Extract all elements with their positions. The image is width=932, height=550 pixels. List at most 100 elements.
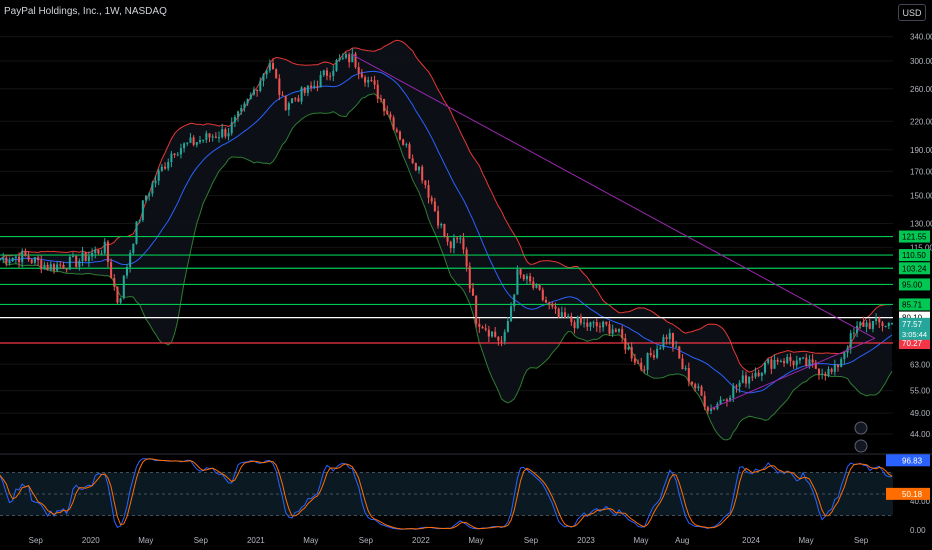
candle-body	[551, 303, 554, 307]
candle-body	[256, 89, 259, 92]
candle-body	[722, 399, 725, 401]
candle-body	[579, 316, 582, 324]
candle-body	[624, 338, 627, 350]
candle-body	[770, 359, 773, 369]
candle-body	[779, 360, 782, 362]
level-tag	[899, 230, 930, 243]
candle-body	[814, 362, 817, 369]
candle-body	[176, 154, 179, 156]
candle-body	[183, 143, 186, 149]
candle-body	[103, 241, 106, 254]
level-tag-label: 85.71	[902, 300, 923, 309]
candle-body	[0, 258, 2, 260]
candle-body	[471, 288, 475, 296]
candle-body	[875, 317, 878, 322]
candle-body	[576, 316, 579, 329]
candle-body	[395, 129, 398, 132]
candle-body	[14, 256, 17, 258]
candle-body	[332, 70, 335, 76]
candle-body	[475, 295, 478, 324]
candle-body	[259, 80, 262, 92]
candle-body	[344, 54, 348, 58]
candle-body	[478, 323, 481, 327]
candle-body	[427, 184, 430, 198]
candle-body	[789, 356, 792, 361]
candle-body	[405, 144, 408, 146]
candle-body	[700, 386, 703, 396]
candle-body	[506, 321, 509, 332]
candle-body	[65, 268, 68, 270]
level-tag-label: 95.00	[902, 280, 923, 289]
candle-body	[741, 375, 744, 383]
candle-body	[338, 58, 341, 61]
candle-body	[262, 74, 265, 81]
candle-body	[544, 299, 548, 303]
candle-body	[760, 372, 763, 376]
candle-body	[459, 238, 462, 240]
candle-body	[592, 322, 595, 324]
y-tick-label: 170.00	[910, 167, 932, 176]
candle-body	[535, 284, 538, 288]
candle-body	[589, 322, 592, 327]
candle-body	[567, 316, 570, 318]
currency-button[interactable]: USD	[898, 4, 926, 21]
y-tick-label: 340.00	[910, 33, 932, 42]
candle-body	[443, 223, 446, 237]
y-tick-label: 220.00	[910, 117, 932, 126]
candle-body	[265, 70, 268, 75]
candle-body	[408, 144, 411, 159]
candle-body	[417, 166, 421, 171]
candle-body	[805, 357, 808, 366]
candle-body	[519, 269, 522, 275]
candle-body	[554, 306, 557, 309]
bollinger-basis	[0, 70, 893, 394]
candle-body	[217, 137, 221, 139]
current-price-label: 77.57	[902, 320, 923, 329]
plus-icon[interactable]	[854, 421, 868, 435]
candle-body	[452, 238, 455, 249]
candle-body	[230, 122, 233, 134]
candle-body	[792, 360, 795, 366]
candle-body	[497, 336, 500, 341]
candle-body	[110, 261, 113, 278]
level-tag-label: 70.27	[902, 339, 923, 348]
lightning-icon[interactable]	[854, 439, 868, 453]
candle-body	[164, 166, 167, 169]
level-tag-label: 121.55	[902, 233, 927, 242]
candle-body	[440, 223, 443, 226]
candle-body	[817, 368, 821, 375]
candle-body	[538, 284, 541, 290]
candle-body	[446, 236, 449, 242]
candle-body	[662, 337, 665, 348]
candle-body	[630, 347, 633, 359]
candle-body	[767, 359, 770, 363]
candle-body	[21, 250, 24, 263]
candle-body	[675, 346, 678, 348]
candle-body	[614, 329, 617, 332]
candle-body	[294, 98, 297, 100]
level-tag	[899, 337, 930, 350]
candle-body	[437, 211, 440, 226]
bollinger-fill	[0, 40, 892, 440]
candle-body	[68, 256, 71, 270]
candle-body	[192, 137, 195, 145]
candle-body	[532, 281, 535, 288]
candle-body	[557, 308, 560, 318]
candle-body	[598, 326, 601, 328]
candle-body	[8, 261, 11, 264]
bollinger-lower	[0, 93, 893, 441]
candle-body	[275, 69, 278, 79]
candle-body	[462, 238, 465, 250]
candle-body	[78, 260, 81, 267]
candle-body	[881, 322, 884, 327]
candle-body	[868, 322, 871, 329]
candle-body	[179, 148, 182, 155]
candle-body	[205, 133, 208, 140]
candle-body	[481, 326, 484, 329]
candle-body	[233, 117, 236, 123]
candle-body	[827, 368, 830, 376]
candle-body	[367, 79, 370, 83]
candle-body	[836, 364, 840, 368]
candle-body	[154, 180, 157, 184]
